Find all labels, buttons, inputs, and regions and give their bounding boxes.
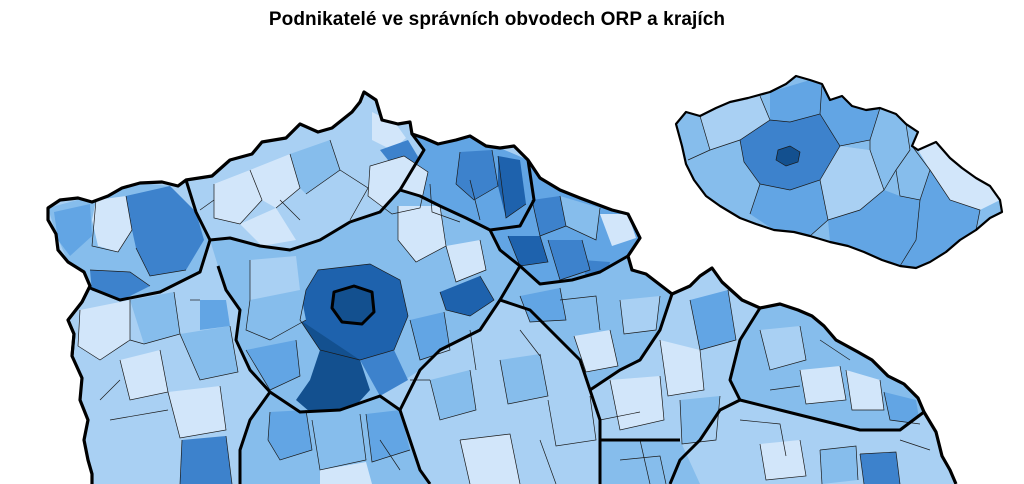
orp-boundaries [77, 139, 931, 484]
inset-map [674, 74, 1004, 270]
orp-kralovice [200, 300, 230, 330]
orp-tabor [366, 410, 410, 462]
kraj-borders [66, 133, 925, 484]
orp-ostrava [846, 370, 884, 410]
orp-louny [240, 208, 296, 246]
main-map [46, 90, 958, 484]
orp-pribram-area [296, 320, 370, 412]
orp-cheb [92, 196, 132, 252]
orp-jicin [508, 236, 548, 266]
orp-zlin [820, 446, 858, 484]
inset-zlinsky [900, 170, 980, 268]
inset-karlovarsky [676, 116, 710, 160]
country-border-main [46, 90, 958, 484]
orp-tachov [78, 300, 130, 360]
orp-pisek [312, 414, 366, 470]
orp-jihlava [460, 434, 520, 484]
region-pardubicky [500, 256, 672, 390]
inset-praha [776, 146, 800, 166]
orp-most [250, 154, 300, 208]
map-title: Podnikatelé ve správních obvodech ORP a … [268, 9, 726, 30]
orp-stribro [130, 292, 180, 344]
orp-sumperk [660, 340, 704, 396]
orp-rakovnik [246, 290, 306, 340]
orp-karvina [884, 392, 920, 424]
orp-beroun [246, 340, 300, 390]
orp-opava [800, 366, 846, 404]
orp-havlickuv-brod [500, 354, 548, 404]
orp-susice [180, 436, 232, 484]
inset-pardubicky [840, 108, 910, 190]
orp-klatovy [168, 386, 226, 438]
orp-jablonec [498, 156, 526, 218]
inset-liberecky [770, 80, 822, 122]
orp-chomutov [214, 170, 262, 224]
orp-nymburk [446, 240, 486, 282]
orp-karlovy-vary [126, 186, 204, 276]
orp-broumov [600, 214, 636, 246]
orp-mohelnice [610, 376, 664, 430]
orp-teplice [290, 140, 340, 194]
orp-kladno [250, 256, 300, 300]
orp-hradec-kralove [548, 240, 590, 280]
country-border-inset [674, 74, 1004, 270]
inset-ustecky [700, 96, 770, 150]
orp-usti-orlici [620, 296, 660, 334]
orp-pelhrimov [430, 370, 476, 420]
orp-as [54, 204, 92, 256]
orp-trutnov [532, 196, 566, 236]
inset-olomoucky [896, 124, 930, 200]
orp-mlada-boleslav [398, 206, 446, 262]
orp-zdar [548, 396, 596, 446]
orp-krnov [760, 326, 806, 370]
inset-jihocesky [750, 180, 828, 236]
inset-kralovehradecky [820, 84, 880, 146]
orp-benesov [360, 350, 408, 396]
orp-kolin [440, 276, 494, 316]
orp-litomerice [306, 170, 368, 234]
orp-domazlice [120, 350, 168, 400]
orp-strakonice [268, 410, 312, 460]
orp-svitavy [574, 330, 618, 372]
orp-kromeriz [760, 440, 806, 480]
orp-kutna-hora [410, 312, 450, 360]
region-praha [332, 286, 374, 324]
inset-moravskoslezsky [918, 142, 1000, 210]
orp-vsetin [860, 452, 900, 484]
inset-kraj-borders [687, 83, 981, 267]
orp-nachod [560, 196, 600, 240]
orp-liberec [456, 150, 498, 200]
orp-ceske-budejovice [320, 462, 372, 484]
orp-jesenik [690, 290, 736, 350]
inset-vysocina [820, 146, 884, 220]
orp-rumburk [372, 112, 406, 150]
